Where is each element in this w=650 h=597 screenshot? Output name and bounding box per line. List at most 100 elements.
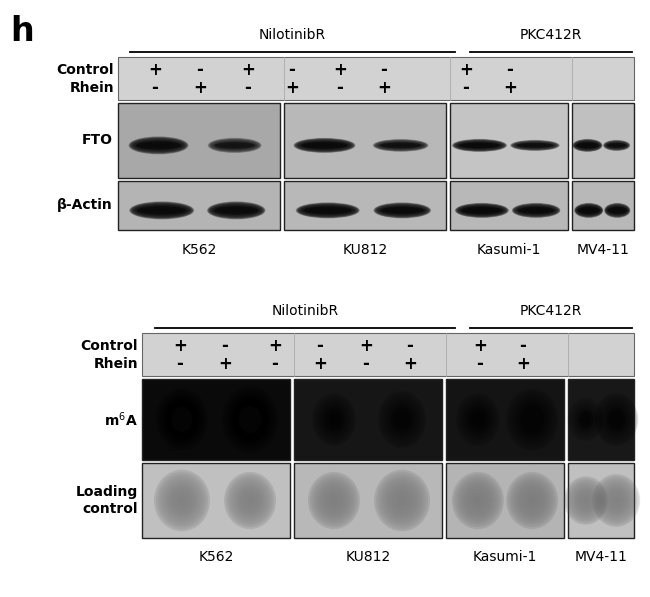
Ellipse shape xyxy=(564,476,608,525)
Ellipse shape xyxy=(514,142,556,149)
Ellipse shape xyxy=(209,203,263,217)
Ellipse shape xyxy=(592,474,640,527)
Ellipse shape xyxy=(576,142,599,149)
Ellipse shape xyxy=(597,479,636,522)
Ellipse shape xyxy=(575,204,602,217)
Ellipse shape xyxy=(226,474,274,527)
Ellipse shape xyxy=(595,478,637,524)
Text: +: + xyxy=(377,79,391,97)
Text: NilotinibR: NilotinibR xyxy=(272,304,339,318)
Ellipse shape xyxy=(133,139,185,152)
Ellipse shape xyxy=(378,205,426,216)
Ellipse shape xyxy=(604,204,630,217)
Text: -: - xyxy=(406,337,413,355)
Bar xyxy=(450,103,568,178)
Ellipse shape xyxy=(377,205,428,216)
Ellipse shape xyxy=(136,141,181,149)
Ellipse shape xyxy=(458,205,506,216)
Ellipse shape xyxy=(605,204,629,216)
Ellipse shape xyxy=(375,140,426,150)
Ellipse shape xyxy=(213,205,259,215)
Ellipse shape xyxy=(518,207,554,214)
Ellipse shape xyxy=(462,207,502,214)
Ellipse shape xyxy=(463,207,501,214)
Ellipse shape xyxy=(313,478,355,524)
Ellipse shape xyxy=(517,207,555,214)
Ellipse shape xyxy=(239,488,262,513)
Text: Rhein: Rhein xyxy=(94,357,138,371)
Ellipse shape xyxy=(514,204,559,217)
Ellipse shape xyxy=(382,207,423,214)
Ellipse shape xyxy=(376,472,428,530)
Ellipse shape xyxy=(606,142,628,149)
Text: +: + xyxy=(148,61,162,79)
Ellipse shape xyxy=(380,206,424,215)
Text: -: - xyxy=(506,61,514,79)
Ellipse shape xyxy=(452,139,506,152)
Ellipse shape xyxy=(606,205,629,216)
Ellipse shape xyxy=(607,207,627,214)
Ellipse shape xyxy=(136,205,188,216)
Ellipse shape xyxy=(213,205,259,216)
Ellipse shape xyxy=(156,388,208,451)
Ellipse shape xyxy=(516,143,554,148)
Ellipse shape xyxy=(315,479,353,521)
Text: -: - xyxy=(337,79,343,97)
Ellipse shape xyxy=(134,140,183,151)
Ellipse shape xyxy=(461,207,503,214)
Ellipse shape xyxy=(311,476,356,525)
Ellipse shape xyxy=(512,478,553,524)
Ellipse shape xyxy=(298,204,358,217)
Ellipse shape xyxy=(577,142,599,149)
Ellipse shape xyxy=(452,472,504,529)
Bar xyxy=(118,181,280,230)
Ellipse shape xyxy=(374,203,430,218)
Ellipse shape xyxy=(208,138,261,153)
Text: +: + xyxy=(173,337,187,355)
Ellipse shape xyxy=(575,204,603,217)
Ellipse shape xyxy=(305,207,350,214)
Text: +: + xyxy=(218,355,232,373)
Ellipse shape xyxy=(207,201,265,220)
Ellipse shape xyxy=(456,141,502,149)
Text: +: + xyxy=(241,61,255,79)
Bar xyxy=(572,181,634,230)
Text: +: + xyxy=(459,61,473,79)
Ellipse shape xyxy=(569,483,602,518)
Text: h: h xyxy=(10,15,34,48)
Ellipse shape xyxy=(573,139,603,152)
Ellipse shape xyxy=(373,139,428,152)
Ellipse shape xyxy=(136,205,187,215)
Ellipse shape xyxy=(172,407,192,432)
Ellipse shape xyxy=(131,139,185,152)
Ellipse shape xyxy=(378,141,423,149)
Ellipse shape xyxy=(575,141,599,149)
Ellipse shape xyxy=(380,476,424,525)
Ellipse shape xyxy=(575,141,601,150)
Ellipse shape xyxy=(300,141,349,150)
Ellipse shape xyxy=(131,203,192,218)
Ellipse shape xyxy=(575,141,600,150)
Text: Control: Control xyxy=(81,339,138,353)
Ellipse shape xyxy=(154,470,210,531)
Ellipse shape xyxy=(462,207,502,214)
Ellipse shape xyxy=(577,206,601,215)
Text: FTO: FTO xyxy=(82,134,113,147)
Ellipse shape xyxy=(135,205,188,216)
Ellipse shape xyxy=(212,205,261,216)
Ellipse shape xyxy=(211,140,259,151)
Ellipse shape xyxy=(605,488,627,512)
Ellipse shape xyxy=(575,141,600,149)
Text: -: - xyxy=(272,355,278,373)
Ellipse shape xyxy=(306,207,350,214)
Ellipse shape xyxy=(567,479,605,521)
Ellipse shape xyxy=(455,141,504,150)
Ellipse shape xyxy=(577,206,601,215)
Text: K562: K562 xyxy=(198,550,234,564)
Ellipse shape xyxy=(378,141,424,149)
Ellipse shape xyxy=(455,203,508,218)
Ellipse shape xyxy=(460,206,504,215)
Ellipse shape xyxy=(510,476,554,525)
Bar xyxy=(284,181,446,230)
Ellipse shape xyxy=(374,470,430,531)
